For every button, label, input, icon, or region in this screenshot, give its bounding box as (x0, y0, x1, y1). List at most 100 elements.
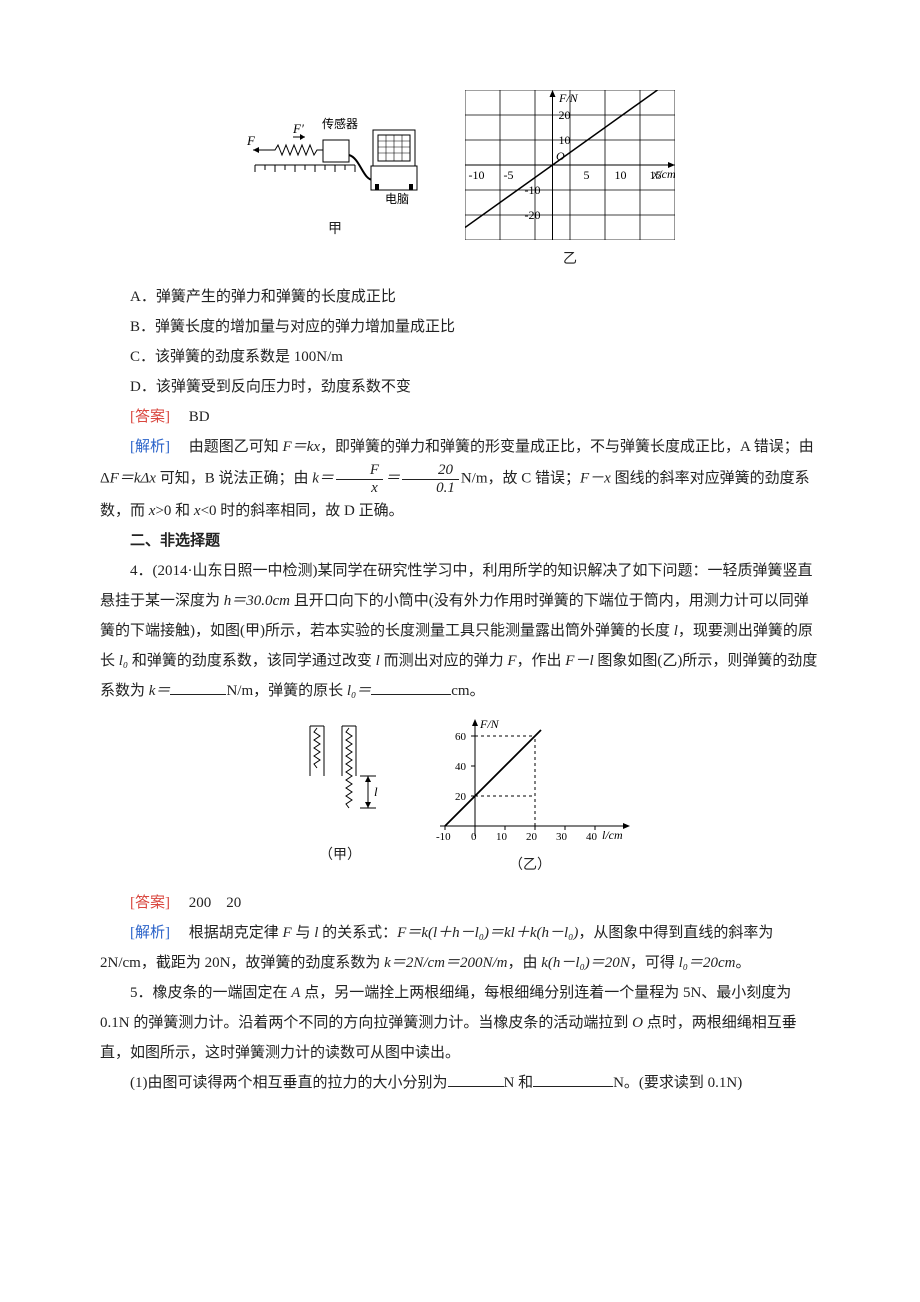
svg-text:0: 0 (471, 831, 477, 843)
eq4: F－x (580, 470, 611, 486)
svg-text:5: 5 (584, 168, 590, 182)
q4-text: 4．(2014·山东日照一中检测)某同学在研究性学习中，利用所学的知识解决了如下… (100, 556, 820, 706)
option-D: D．该弹簧受到反向压力时，劲度系数不变 (130, 372, 820, 402)
q4-answer-line: [答案] 200 20 (100, 888, 820, 918)
x2: x (194, 503, 201, 519)
q5-s1a: (1)由图可读得两个相互垂直的拉力的大小分别为 (130, 1075, 448, 1091)
q4e-c: 的关系式： (318, 925, 397, 941)
figure-1-right-svg: F/N x/cm O -10-551015 -20-101020 (465, 90, 675, 240)
svg-text:-20: -20 (525, 208, 541, 222)
q4-t7: N/m，弹簧的原长 (226, 683, 346, 699)
svg-text:10: 10 (496, 831, 508, 843)
q5-blank-1 (448, 1071, 504, 1087)
figure-1-left-svg: F F′ 传感器 电脑 (245, 90, 425, 210)
f2-ylabel: F/N (479, 717, 500, 731)
q4-t3: 和弹簧的劲度系数，该同学通过改变 (128, 653, 376, 669)
q4-l0eq: l₀＝ (347, 683, 371, 699)
answer-value: BD (189, 409, 210, 425)
svg-text:40: 40 (455, 761, 467, 773)
eq1: F＝kx (283, 439, 320, 455)
label-sensor: 传感器 (322, 116, 358, 131)
figure-2-right-svg: -10010203040 204060 F/N l/cm (430, 716, 630, 846)
figure-1-right-caption: 乙 (563, 246, 577, 274)
figure-2-right-caption: （乙） (509, 852, 551, 880)
q5-s1c: N。(要求读到 0.1N) (613, 1075, 742, 1091)
q5-s1b: N 和 (504, 1075, 534, 1091)
q5-blank-2 (533, 1071, 613, 1087)
q4e-F: F (283, 925, 292, 941)
q5-sub1: (1)由图可读得两个相互垂直的拉力的大小分别为 N 和 N。(要求读到 0.1N) (100, 1068, 820, 1098)
explain-block: [解析] 由题图乙可知 F＝kx，即弹簧的弹力和弹簧的形变量成正比，不与弹簧长度… (100, 432, 820, 526)
figure-2: l （甲） -10010203040 204060 F/N l/cm （乙） (100, 716, 820, 880)
figure-2-right: -10010203040 204060 F/N l/cm （乙） (430, 716, 630, 880)
svg-text:20: 20 (526, 831, 538, 843)
frac1: Fx (336, 462, 383, 496)
q4-t4: 而测出对应的弹力 (380, 653, 508, 669)
q4-explain-block: [解析] 根据胡克定律 F 与 l 的关系式：F＝k(l＋h－l₀)＝kl＋k(… (100, 918, 820, 978)
frac1-den: x (336, 480, 383, 497)
q4-t8: cm。 (451, 683, 484, 699)
figure-1-right: F/N x/cm O -10-551015 -20-101020 乙 (465, 90, 675, 274)
figure-2-left-svg: l (290, 716, 390, 836)
q4-Fl: F－l (565, 653, 593, 669)
f1-origin: O (556, 149, 565, 163)
f2-l-label: l (374, 784, 378, 799)
exp-1d: N/m，故 C 错误； (461, 470, 580, 486)
svg-text:-10: -10 (436, 831, 451, 843)
exp-1a: 由题图乙可知 (189, 439, 283, 455)
q4-l0: l₀ (119, 653, 128, 669)
figure-2-left-caption: （甲） (319, 842, 361, 870)
frac1-num: F (336, 462, 383, 480)
q4-k: k＝ (149, 683, 171, 699)
svg-text:15: 15 (650, 168, 662, 182)
q4-explain-label: [解析] (130, 925, 170, 941)
svg-text:20: 20 (455, 791, 467, 803)
explain-label: [解析] (130, 439, 170, 455)
q5-t1: 5．橡皮条的一端固定在 (130, 985, 291, 1001)
q5-text: 5．橡皮条的一端固定在 A 点，另一端拴上两根细绳，每根细绳分别连着一个量程为 … (100, 978, 820, 1068)
label-Fprime: F′ (292, 121, 304, 136)
eq3b: ＝ (385, 470, 400, 486)
q4e-e: ，由 (508, 955, 542, 971)
q4-blank-2 (371, 679, 451, 695)
frac2-den: 0.1 (402, 480, 459, 497)
exp-1c: 可知，B 说法正确；由 (156, 470, 312, 486)
answer-line: [答案] BD (100, 402, 820, 432)
q4e-eq4: l₀＝20cm (679, 955, 736, 971)
exp-1f: >0 和 (155, 503, 193, 519)
figure-1-left: F F′ 传感器 电脑 甲 (245, 90, 425, 274)
svg-text:-5: -5 (504, 168, 514, 182)
label-F: F (246, 133, 256, 148)
q4e-eq3: k(h－l₀)＝20N (541, 955, 630, 971)
label-computer: 电脑 (385, 192, 409, 206)
svg-text:30: 30 (556, 831, 568, 843)
svg-text:10: 10 (615, 168, 627, 182)
q4e-eq2: k＝2N/cm＝200N/m (384, 955, 507, 971)
svg-text:20: 20 (559, 108, 571, 122)
exp-1g: <0 时的斜率相同，故 D 正确。 (201, 503, 404, 519)
section-2-title: 二、非选择题 (130, 533, 220, 549)
option-A: A．弹簧产生的弹力和弹簧的长度成正比 (130, 282, 820, 312)
q4e-b: 与 (292, 925, 315, 941)
q4-answer-value: 200 20 (189, 895, 242, 911)
q4e-f: ，可得 (630, 955, 679, 971)
svg-text:-10: -10 (525, 183, 541, 197)
q5-O: O (632, 1015, 643, 1031)
f2-xlabel: l/cm (602, 828, 623, 842)
q4e-g: 。 (735, 955, 750, 971)
answer-label: [答案] (130, 409, 170, 425)
eq3a: k＝ (312, 470, 334, 486)
figure-1: F F′ 传感器 电脑 甲 (100, 90, 820, 274)
section-2-header: 二、非选择题 (100, 526, 820, 556)
q4e-eq1: F＝k(l＋h－l₀)＝kl＋k(h－l₀) (397, 925, 578, 941)
figure-2-left: l （甲） (290, 716, 390, 880)
figure-1-left-caption: 甲 (328, 216, 342, 244)
q4-t5: ，作出 (517, 653, 566, 669)
frac2: 200.1 (402, 462, 459, 496)
q4-h: h＝30.0cm (224, 593, 290, 609)
option-B: B．弹簧长度的增加量与对应的弹力增加量成正比 (130, 312, 820, 342)
eq2: F＝kΔx (110, 470, 156, 486)
frac2-num: 20 (402, 462, 459, 480)
svg-text:40: 40 (586, 831, 598, 843)
q4-blank-1 (170, 679, 226, 695)
